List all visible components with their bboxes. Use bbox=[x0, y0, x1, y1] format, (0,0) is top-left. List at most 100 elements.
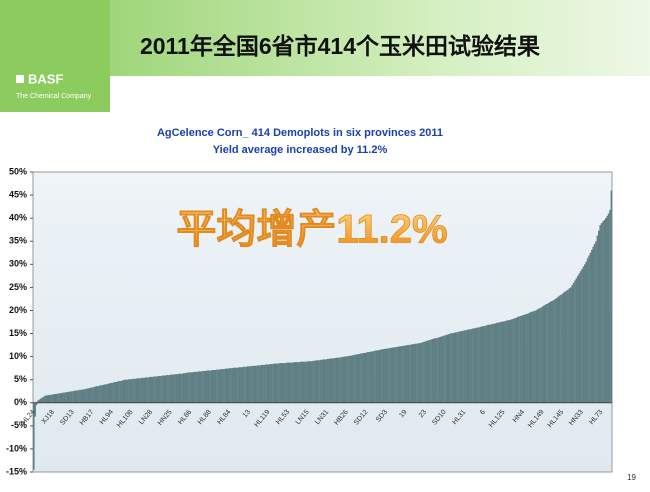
bar bbox=[374, 350, 376, 403]
bar bbox=[560, 294, 562, 403]
bar bbox=[115, 382, 118, 403]
y-tick-label: 15% bbox=[9, 328, 27, 338]
bar bbox=[451, 333, 453, 403]
bar bbox=[123, 379, 126, 403]
bar bbox=[265, 364, 267, 403]
bar bbox=[227, 368, 229, 403]
bar bbox=[533, 310, 536, 403]
bar bbox=[184, 373, 186, 403]
bar bbox=[154, 376, 157, 403]
bar bbox=[529, 312, 532, 403]
bar bbox=[502, 321, 505, 403]
bar bbox=[179, 373, 182, 403]
bar bbox=[424, 341, 427, 403]
bar bbox=[288, 362, 291, 403]
bar bbox=[221, 369, 224, 403]
bar bbox=[480, 326, 483, 403]
bar bbox=[170, 374, 172, 403]
bar bbox=[104, 384, 106, 403]
bar bbox=[432, 338, 435, 403]
bar bbox=[322, 359, 325, 403]
bar bbox=[223, 369, 225, 403]
logo: BASF bbox=[28, 71, 63, 86]
bar bbox=[235, 367, 238, 403]
bar bbox=[133, 378, 136, 403]
bar bbox=[297, 362, 299, 403]
bar bbox=[551, 300, 554, 403]
bar bbox=[294, 362, 297, 403]
bar bbox=[130, 379, 133, 403]
bar bbox=[579, 271, 582, 403]
bar bbox=[321, 359, 323, 403]
bar bbox=[53, 394, 56, 403]
bar bbox=[185, 372, 187, 403]
bar bbox=[340, 357, 343, 403]
bar bbox=[38, 399, 41, 403]
bar bbox=[165, 375, 168, 403]
bar bbox=[466, 329, 469, 403]
bar bbox=[591, 250, 593, 403]
bar bbox=[395, 346, 397, 403]
bar bbox=[73, 390, 76, 403]
bar bbox=[414, 343, 417, 403]
bar bbox=[101, 385, 104, 403]
y-tick-label: -10% bbox=[6, 443, 27, 453]
bar bbox=[544, 304, 547, 403]
bar bbox=[290, 362, 292, 403]
bar bbox=[459, 331, 462, 403]
bar bbox=[472, 328, 474, 403]
bar bbox=[177, 374, 179, 403]
bar bbox=[137, 378, 140, 403]
bar bbox=[46, 395, 49, 403]
y-tick-label: 45% bbox=[9, 189, 27, 199]
bar bbox=[147, 377, 150, 403]
bar bbox=[435, 338, 438, 403]
bar bbox=[319, 359, 322, 403]
bar bbox=[483, 326, 485, 403]
bar bbox=[309, 361, 312, 403]
bar bbox=[530, 311, 533, 403]
bar bbox=[556, 298, 558, 403]
bar bbox=[207, 370, 210, 403]
bar bbox=[301, 361, 304, 403]
bar bbox=[298, 362, 301, 403]
bar bbox=[584, 264, 586, 403]
bar bbox=[262, 364, 264, 403]
bar bbox=[143, 377, 146, 403]
bar bbox=[553, 299, 555, 403]
bar bbox=[536, 309, 539, 403]
bar bbox=[164, 375, 167, 403]
bar bbox=[498, 322, 501, 403]
bar bbox=[41, 397, 43, 403]
bar bbox=[118, 381, 120, 403]
bar bbox=[567, 289, 569, 403]
bar bbox=[98, 385, 101, 403]
bar bbox=[476, 327, 478, 403]
bar bbox=[266, 364, 269, 403]
bar bbox=[356, 354, 358, 403]
bar bbox=[126, 379, 129, 403]
bar bbox=[216, 369, 218, 403]
bar bbox=[403, 345, 406, 403]
bar bbox=[293, 362, 295, 403]
bar bbox=[565, 290, 568, 403]
bar bbox=[365, 352, 368, 403]
bar bbox=[460, 331, 463, 403]
bar bbox=[481, 326, 484, 403]
bar bbox=[69, 391, 71, 403]
bar bbox=[311, 361, 313, 403]
bar bbox=[407, 345, 410, 403]
bar bbox=[413, 344, 415, 403]
bar bbox=[315, 360, 318, 403]
bar bbox=[452, 333, 455, 403]
bar bbox=[323, 359, 326, 403]
bar bbox=[280, 363, 283, 403]
bar bbox=[200, 371, 203, 403]
bar bbox=[116, 381, 119, 403]
y-tick-label: 35% bbox=[9, 236, 27, 246]
bar bbox=[423, 341, 425, 403]
bar bbox=[416, 343, 418, 403]
bar bbox=[540, 307, 543, 403]
bar bbox=[333, 358, 336, 403]
